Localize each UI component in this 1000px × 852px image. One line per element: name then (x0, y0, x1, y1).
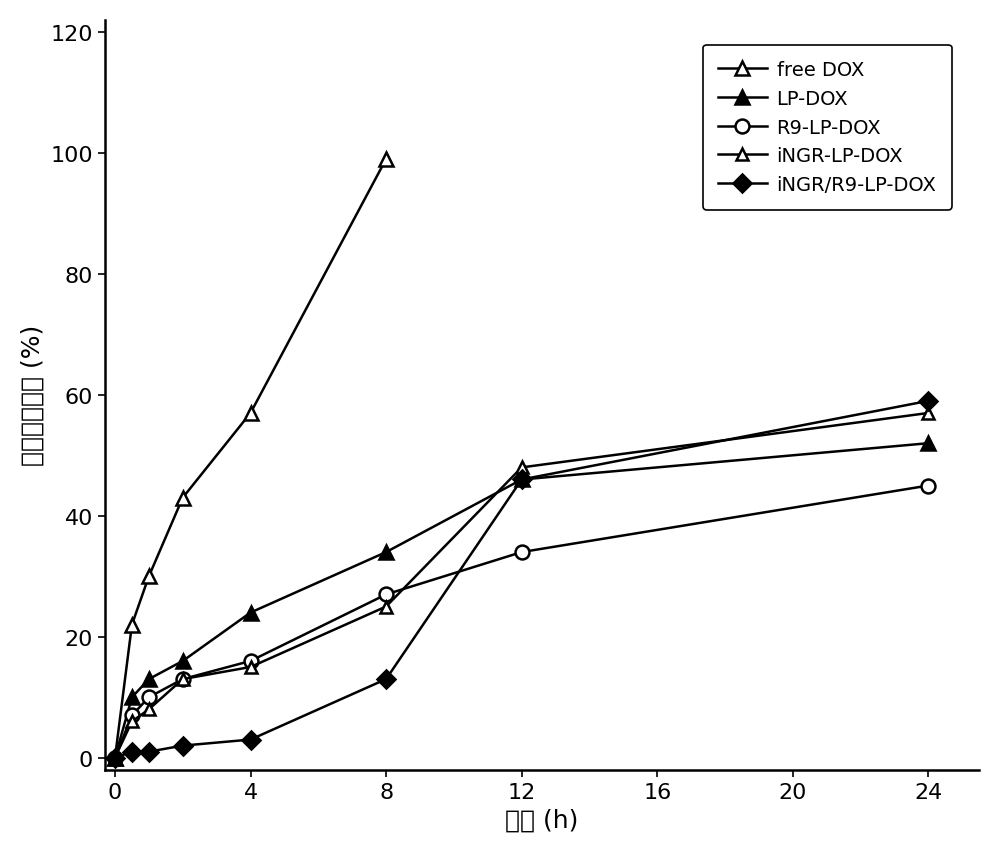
iNGR-LP-DOX (143, 705, 155, 715)
iNGR-LP-DOX (109, 752, 121, 763)
iNGR/R9-LP-DOX (380, 674, 392, 684)
Line: iNGR-LP-DOX: iNGR-LP-DOX (109, 408, 934, 763)
LP-DOX (516, 475, 528, 485)
LP-DOX (245, 607, 257, 618)
R9-LP-DOX (245, 656, 257, 666)
LP-DOX (126, 693, 138, 703)
iNGR/R9-LP-DOX (516, 475, 528, 485)
iNGR-LP-DOX (245, 662, 257, 672)
iNGR-LP-DOX (922, 408, 934, 418)
iNGR/R9-LP-DOX (177, 740, 189, 751)
free DOX (245, 408, 257, 418)
LP-DOX (922, 439, 934, 449)
LP-DOX (109, 752, 121, 763)
Y-axis label: 累积药物释放 (%): 累积药物释放 (%) (21, 325, 45, 466)
R9-LP-DOX (109, 752, 121, 763)
free DOX (177, 493, 189, 504)
free DOX (380, 155, 392, 165)
LP-DOX (380, 547, 392, 557)
R9-LP-DOX (177, 674, 189, 684)
iNGR/R9-LP-DOX (126, 746, 138, 757)
free DOX (109, 752, 121, 763)
iNGR/R9-LP-DOX (245, 734, 257, 745)
iNGR/R9-LP-DOX (922, 396, 934, 406)
R9-LP-DOX (143, 693, 155, 703)
Line: LP-DOX: LP-DOX (108, 437, 935, 765)
iNGR-LP-DOX (516, 463, 528, 473)
LP-DOX (177, 656, 189, 666)
R9-LP-DOX (922, 481, 934, 491)
iNGR-LP-DOX (380, 602, 392, 612)
iNGR-LP-DOX (177, 674, 189, 684)
R9-LP-DOX (516, 547, 528, 557)
R9-LP-DOX (126, 711, 138, 721)
iNGR-LP-DOX (126, 717, 138, 727)
Line: R9-LP-DOX: R9-LP-DOX (108, 479, 935, 765)
Line: free DOX: free DOX (108, 153, 393, 765)
iNGR/R9-LP-DOX (143, 746, 155, 757)
free DOX (143, 572, 155, 582)
LP-DOX (143, 674, 155, 684)
iNGR/R9-LP-DOX (109, 752, 121, 763)
Line: iNGR/R9-LP-DOX: iNGR/R9-LP-DOX (109, 395, 935, 764)
R9-LP-DOX (380, 590, 392, 600)
free DOX (126, 619, 138, 630)
X-axis label: 时间 (h): 时间 (h) (505, 807, 579, 832)
Legend: free DOX, LP-DOX, R9-LP-DOX, iNGR-LP-DOX, iNGR/R9-LP-DOX: free DOX, LP-DOX, R9-LP-DOX, iNGR-LP-DOX… (703, 45, 952, 210)
